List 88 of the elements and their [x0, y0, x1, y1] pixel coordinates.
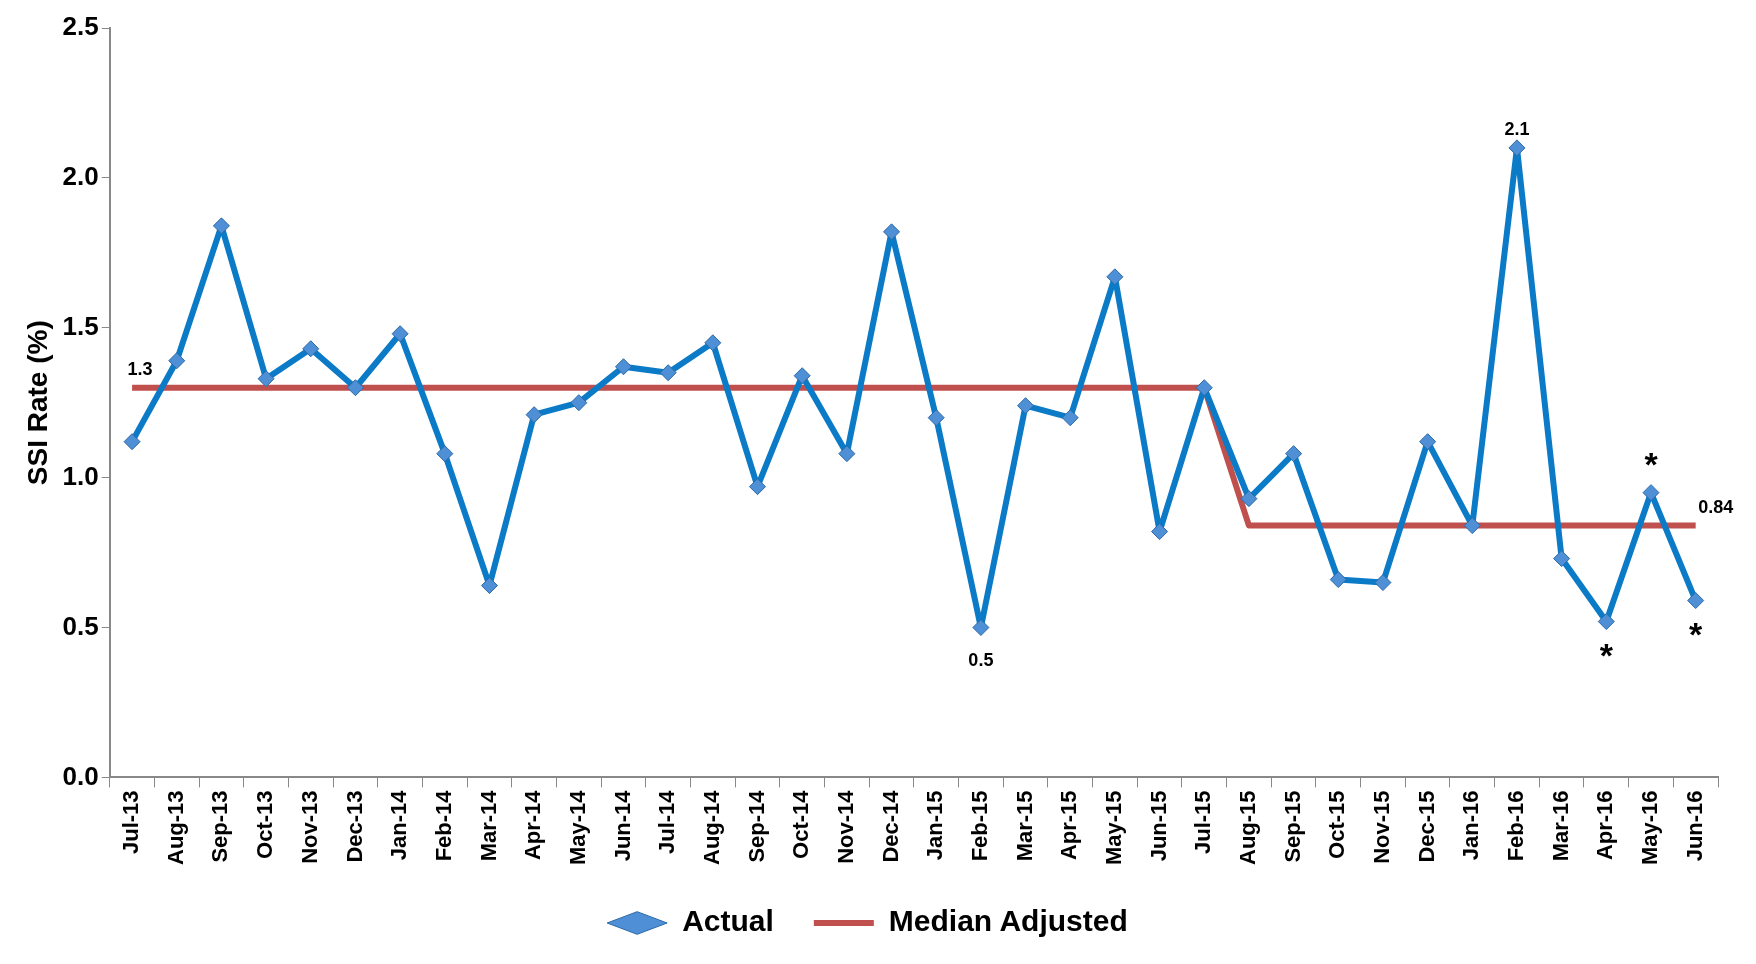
y-tick-label: 1.0: [62, 460, 99, 491]
point: [346, 379, 364, 397]
point: [570, 394, 588, 412]
x-tick-label: Dec-13: [341, 790, 367, 863]
point: [1687, 592, 1705, 610]
point: [302, 340, 320, 358]
y-tick-label: 2.0: [62, 161, 99, 192]
x-tick-label: Oct-14: [788, 789, 814, 859]
point: [1553, 550, 1571, 568]
point: [1463, 517, 1481, 535]
point: [1285, 445, 1303, 463]
point: [659, 364, 677, 382]
x-tick-label: Oct-13: [252, 790, 278, 859]
point: [436, 445, 454, 463]
x-tick-label: Mar-16: [1547, 790, 1573, 862]
x-tick-label: Jan-16: [1458, 790, 1484, 861]
x-tick-label: Jul-15: [1190, 790, 1216, 854]
annotation: *: [1644, 445, 1659, 484]
x-tick-label: Sep-13: [207, 790, 233, 863]
x-tick-label: Mar-15: [1011, 790, 1037, 862]
point: [1597, 613, 1615, 631]
x-tick-label: Aug-14: [698, 789, 724, 865]
x-tick-label: Aug-15: [1234, 790, 1260, 865]
x-tick-label: Feb-14: [430, 789, 456, 862]
x-tick-label: Jun-14: [609, 789, 635, 862]
x-tick-label: Oct-15: [1324, 790, 1350, 859]
point: [927, 409, 945, 427]
x-tick-label: May-16: [1637, 790, 1663, 865]
x-tick-label: Apr-14: [520, 789, 546, 861]
point: [1642, 484, 1660, 502]
x-tick-label: Dec-15: [1413, 790, 1439, 863]
x-tick-label: Nov-15: [1369, 790, 1395, 864]
point: [1061, 409, 1079, 427]
point: [1017, 397, 1035, 415]
data-label: 0.84: [1698, 496, 1734, 517]
x-tick-label: Apr-16: [1592, 790, 1618, 861]
point: [1374, 574, 1392, 592]
point: [480, 577, 498, 595]
data-label: 2.1: [1504, 118, 1530, 139]
data-label: 1.3: [127, 358, 153, 379]
x-tick-label: Jun-15: [1145, 790, 1171, 862]
legend-label: Actual: [682, 904, 774, 938]
y-tick-label: 1.5: [62, 310, 99, 341]
point: [883, 223, 901, 241]
point: [257, 370, 275, 388]
x-tick-label: May-15: [1100, 790, 1126, 865]
point: [525, 406, 543, 424]
x-tick-label: Jun-16: [1681, 790, 1707, 862]
x-tick-label: Dec-14: [877, 789, 903, 863]
point: [1508, 139, 1526, 157]
legend-label: Median Adjusted: [888, 904, 1128, 938]
point: [123, 433, 141, 451]
point: [838, 445, 856, 463]
x-tick-label: Feb-15: [966, 790, 992, 862]
y-tick-label: 2.5: [62, 11, 99, 42]
x-tick-label: May-14: [564, 789, 590, 865]
x-tick-label: Nov-13: [296, 790, 322, 864]
x-tick-label: Nov-14: [832, 789, 858, 864]
point: [391, 325, 409, 343]
y-tick-label: 0.0: [62, 760, 99, 791]
point: [1106, 268, 1124, 286]
data-label: 0.5: [968, 650, 994, 671]
x-tick-label: Sep-15: [1279, 790, 1305, 863]
point: [1240, 490, 1258, 508]
point: [212, 217, 230, 235]
y-tick-label: 0.5: [62, 610, 99, 641]
x-tick-label: Aug-13: [162, 790, 188, 865]
x-tick-label: Mar-14: [475, 789, 501, 862]
point: [168, 352, 186, 370]
point: [614, 358, 632, 376]
x-tick-label: Jul-13: [118, 790, 144, 854]
point: [972, 619, 990, 637]
x-tick-label: Jan-15: [922, 790, 948, 861]
point: [704, 334, 722, 352]
x-tick-label: Feb-16: [1503, 790, 1529, 862]
x-tick-label: Jul-14: [654, 789, 680, 854]
point: [1419, 433, 1437, 451]
point: [1195, 379, 1213, 397]
point: [1329, 571, 1347, 589]
point: [749, 478, 767, 496]
x-tick-label: Sep-14: [743, 789, 769, 863]
point: [1151, 523, 1169, 541]
annotation: *: [1599, 635, 1614, 674]
annotation: *: [1689, 614, 1704, 653]
x-tick-label: Jan-14: [386, 789, 412, 861]
point: [793, 367, 811, 385]
x-tick-label: Apr-15: [1056, 790, 1082, 861]
y-axis-title: SSI Rate (%): [21, 320, 53, 486]
